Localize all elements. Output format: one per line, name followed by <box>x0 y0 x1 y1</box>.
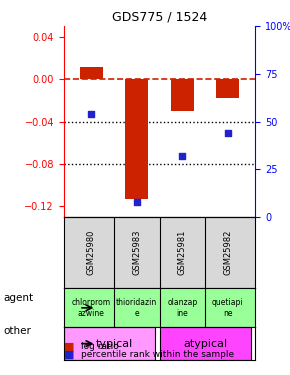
Title: GDS775 / 1524: GDS775 / 1524 <box>112 11 207 24</box>
Text: typical: typical <box>95 339 133 349</box>
Text: atypical: atypical <box>183 339 227 349</box>
Text: GSM25981: GSM25981 <box>178 230 187 275</box>
Point <box>134 199 139 205</box>
Text: percentile rank within the sample: percentile rank within the sample <box>81 350 234 359</box>
Bar <box>125 79 148 199</box>
Point <box>89 111 93 117</box>
Point <box>226 130 230 136</box>
Text: GSM25983: GSM25983 <box>132 230 141 276</box>
Bar <box>216 79 239 98</box>
Bar <box>80 66 103 79</box>
Bar <box>171 79 194 111</box>
FancyBboxPatch shape <box>64 327 155 360</box>
Text: GSM25982: GSM25982 <box>223 230 232 275</box>
Text: quetiapi
ne: quetiapi ne <box>212 298 244 318</box>
FancyBboxPatch shape <box>160 327 251 360</box>
Text: other: other <box>3 326 31 336</box>
Text: chlorprom
azwine: chlorprom azwine <box>72 298 111 318</box>
Text: olanzap
ine: olanzap ine <box>167 298 197 318</box>
Text: GSM25980: GSM25980 <box>87 230 96 275</box>
Text: log ratio: log ratio <box>81 342 119 351</box>
Text: thioridazin
e: thioridazin e <box>116 298 157 318</box>
Point <box>180 153 185 159</box>
Text: agent: agent <box>3 293 33 303</box>
Text: ■: ■ <box>64 350 74 359</box>
Text: ■: ■ <box>64 342 74 352</box>
